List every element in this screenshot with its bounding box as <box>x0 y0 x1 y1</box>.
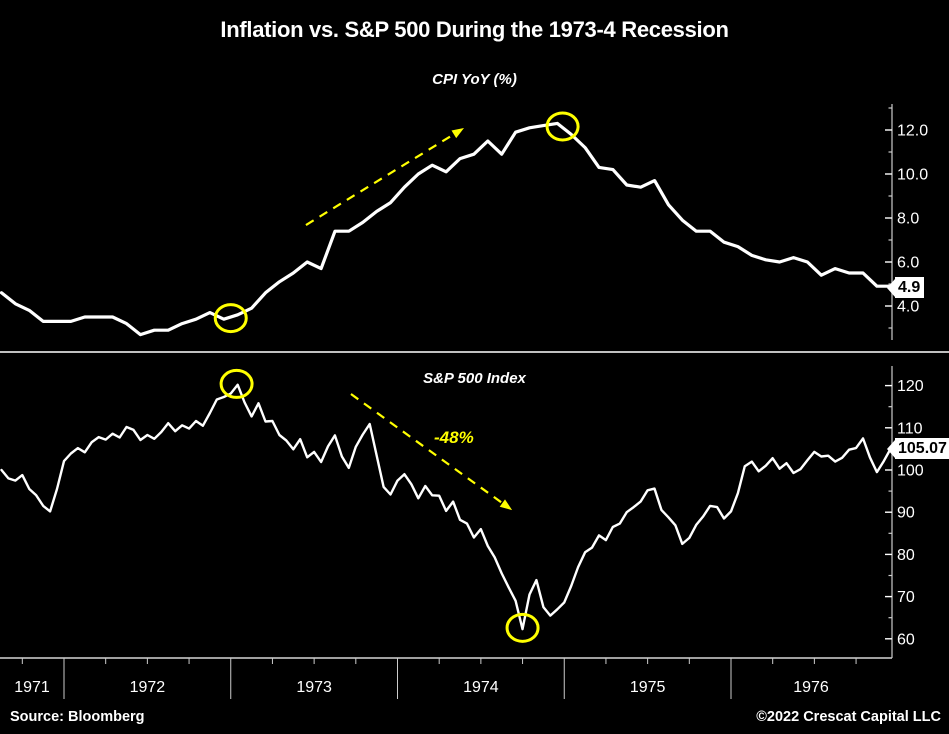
y-tick-label: 110 <box>897 420 923 437</box>
y-tick-label: 70 <box>897 589 915 606</box>
cpi-last-value-tag: 4.9 <box>886 277 925 298</box>
y-tick-label: 6.0 <box>897 255 919 272</box>
sp500-last-value-tag: 105.07 <box>887 438 949 459</box>
y-tick-label: 120 <box>897 378 924 395</box>
y-tick-label: 100 <box>897 463 924 480</box>
y-tick-label: 60 <box>897 631 915 648</box>
source-label: Source: Bloomberg <box>10 709 145 725</box>
cpi-trend-arrow <box>305 132 457 226</box>
sp500-panel-title: S&P 500 Index <box>423 370 526 387</box>
y-tick-label: 12.0 <box>897 123 928 140</box>
x-tick-label-1974: 1974 <box>463 679 499 696</box>
y-tick-label: 4.0 <box>897 299 919 316</box>
y-tick-label: 80 <box>897 547 915 564</box>
cpi-highlight-circle <box>213 303 248 334</box>
x-tick-label-1973: 1973 <box>296 679 332 696</box>
cpi-line <box>0 121 893 337</box>
sp500-highlight-circle <box>505 612 540 643</box>
decline-percent-label: -48% <box>434 428 474 447</box>
y-tick-label: 90 <box>897 505 915 522</box>
sp500-decline-arrow-head <box>499 499 513 511</box>
cpi-trend-arrow-head <box>451 128 464 139</box>
copyright-label: ©2022 Crescat Capital LLC <box>756 709 941 725</box>
cpi-highlight-circle <box>545 111 580 142</box>
x-tick-label-1972: 1972 <box>129 679 166 696</box>
sp500-line <box>0 383 892 631</box>
y-tick-label: 10.0 <box>897 167 928 184</box>
cpi-panel-title: CPI YoY (%) <box>432 71 517 88</box>
x-tick-label-1975: 1975 <box>629 679 666 696</box>
x-tick-label-1976: 1976 <box>793 679 829 696</box>
y-tick-label: 8.0 <box>897 211 919 228</box>
chart-title: Inflation vs. S&P 500 During the 1973-4 … <box>220 17 729 42</box>
x-tick-label-1971: 1971 <box>14 679 50 696</box>
sp500-highlight-circle <box>219 368 254 399</box>
